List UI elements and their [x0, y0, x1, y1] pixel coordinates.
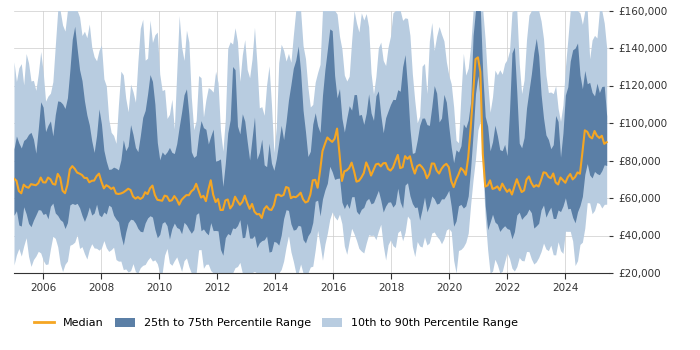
Legend: Median, 25th to 75th Percentile Range, 10th to 90th Percentile Range: Median, 25th to 75th Percentile Range, 1… [34, 318, 518, 328]
